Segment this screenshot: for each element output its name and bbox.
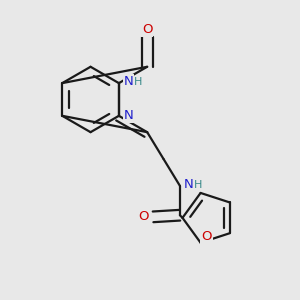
Text: O: O bbox=[138, 210, 149, 223]
Text: N: N bbox=[124, 75, 133, 88]
Text: H: H bbox=[194, 180, 202, 190]
Text: N: N bbox=[183, 178, 193, 191]
Text: O: O bbox=[201, 230, 212, 243]
Text: N: N bbox=[124, 109, 133, 122]
Text: H: H bbox=[134, 77, 142, 87]
Text: O: O bbox=[142, 23, 152, 36]
